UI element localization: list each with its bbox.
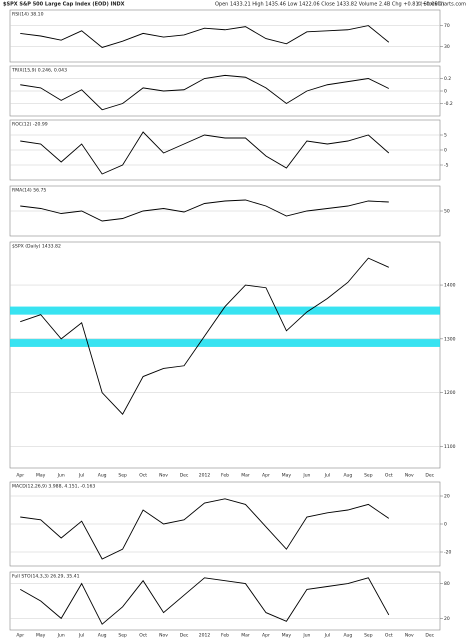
x-tick-label: Feb <box>221 633 229 639</box>
x-tick-label: Oct <box>139 473 147 479</box>
panel-frame <box>9 241 441 469</box>
x-tick-label: Aug <box>98 633 107 639</box>
y-tick-label: 1400 <box>444 283 456 289</box>
data-line <box>20 131 390 175</box>
x-tick-label: Feb <box>221 473 229 479</box>
x-tick-label: Mar <box>241 473 250 479</box>
x-tick-label: Dec <box>180 633 189 639</box>
x-tick-label: Oct <box>385 473 393 479</box>
y-tick-label: 1200 <box>444 390 456 396</box>
x-tick-label: Aug <box>343 633 352 639</box>
data-line <box>20 577 390 625</box>
panel-title: Full STO(14,3,3) 26.29, 35.41 <box>12 574 80 580</box>
x-tick-label: Jul <box>324 633 330 639</box>
x-tick-label: 2012 <box>199 473 211 479</box>
x-tick-label: Apr <box>16 633 24 639</box>
y-tick-label: 70 <box>444 23 450 29</box>
y-tick-label: 20 <box>444 494 450 500</box>
data-line <box>20 199 389 222</box>
y-tick-label: -5 <box>444 163 449 169</box>
panel-title: TRIX(15,9) 0.246, 0.043 <box>11 68 67 74</box>
x-tick-label: Apr <box>16 473 24 479</box>
x-tick-label: Jul <box>324 473 330 479</box>
x-tick-label: 2012 <box>199 633 211 639</box>
x-tick-label: Jun <box>302 633 310 639</box>
x-tick-label: Sep <box>118 473 127 479</box>
data-line <box>20 498 390 560</box>
panel-title: MACD(12,26,9) 3.988, 4.151, -0.163 <box>12 484 95 490</box>
y-tick-label: 5 <box>444 133 447 139</box>
x-tick-label: Oct <box>139 633 147 639</box>
data-line <box>20 74 390 111</box>
x-tick-label: Nov <box>405 473 414 479</box>
y-tick-label: 0 <box>444 522 447 528</box>
x-tick-label: Apr <box>262 633 270 639</box>
x-tick-label: May <box>282 633 292 639</box>
y-tick-label: 1100 <box>444 444 456 450</box>
x-tick-label: Nov <box>405 633 414 639</box>
x-tick-label: May <box>282 473 292 479</box>
x-tick-label: Sep <box>364 633 373 639</box>
x-tick-label: Aug <box>343 473 352 479</box>
y-tick-label: 30 <box>444 44 450 50</box>
y-tick-label: 50 <box>444 209 450 215</box>
x-tick-label: Sep <box>364 473 373 479</box>
y-tick-label: 0 <box>444 148 447 154</box>
panel-title: RMA(14) 56.75 <box>12 188 46 194</box>
copyright: © StockCharts.com <box>417 1 466 8</box>
x-tick-label: Mar <box>241 633 250 639</box>
highlight-band <box>10 338 440 347</box>
x-tick-label: Jun <box>302 473 310 479</box>
x-tick-label: Apr <box>262 473 270 479</box>
panel-title: $SPX (Daily) 1433.82 <box>12 244 61 250</box>
y-tick-label: 20 <box>444 616 450 622</box>
y-tick-label: -20 <box>444 550 451 556</box>
panel-frame <box>9 9 441 63</box>
y-tick-label: 1300 <box>444 336 456 342</box>
data-line <box>20 257 389 415</box>
data-line <box>20 25 390 48</box>
panel-frame <box>9 571 441 631</box>
y-tick-label: 0 <box>444 89 447 95</box>
x-tick-label: Jun <box>57 473 65 479</box>
x-tick-label: Aug <box>98 473 107 479</box>
panel-title: ROC(12) -20.99 <box>12 122 48 128</box>
highlight-band <box>10 306 440 315</box>
x-tick-label: Nov <box>159 473 168 479</box>
y-tick-label: 0.2 <box>444 76 451 82</box>
x-tick-label: Jun <box>57 633 65 639</box>
panel-title: RSI(14) 38.10 <box>12 12 44 18</box>
y-tick-label: 80 <box>444 581 450 587</box>
x-tick-label: Jul <box>78 473 84 479</box>
x-tick-label: May <box>36 633 46 639</box>
x-tick-label: Dec <box>425 473 434 479</box>
x-tick-label: Oct <box>385 633 393 639</box>
x-tick-label: Sep <box>118 633 127 639</box>
quote-line: Open 1433.21 High 1435.46 Low 1422.06 Cl… <box>215 2 444 8</box>
x-tick-label: Dec <box>180 473 189 479</box>
x-tick-label: Jul <box>78 633 84 639</box>
y-tick-label: -0.2 <box>444 101 453 107</box>
symbol-title: $SPX S&P 500 Large Cap Index (EOD) INDX <box>3 2 125 8</box>
x-tick-label: Dec <box>425 633 434 639</box>
x-tick-label: May <box>36 473 46 479</box>
x-tick-label: Nov <box>159 633 168 639</box>
